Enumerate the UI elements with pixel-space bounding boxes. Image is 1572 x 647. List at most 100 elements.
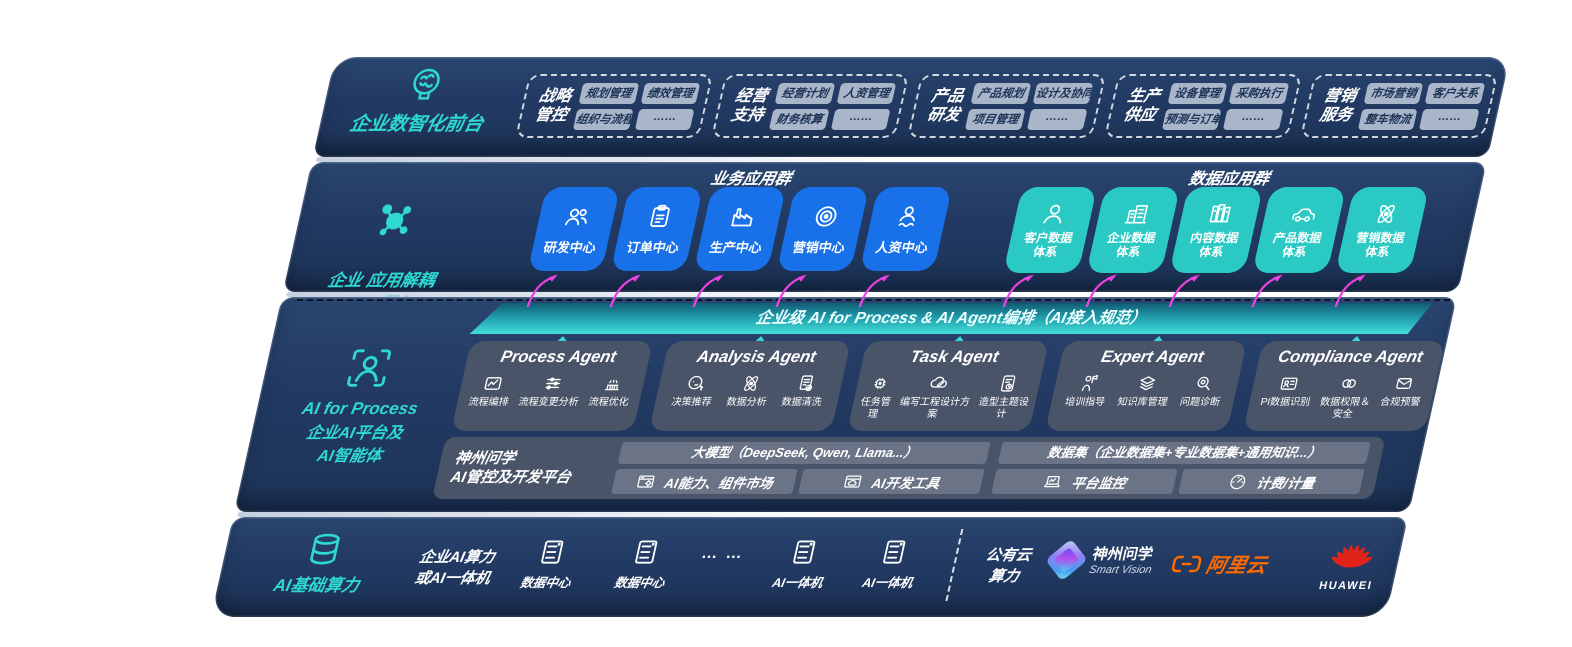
ellipsis: … … xyxy=(699,545,747,562)
dev-platform-bar: 神州问学 AI管控及开发平台 大模型（DeepSeek, Qwen, Llama… xyxy=(432,437,1386,499)
expert-agent-card: Expert Agent 培训指导 知识库管理 问题诊断 xyxy=(1045,341,1248,431)
dataset-group: 数据集（企业数据集+专业数据集+通用知识...） 平台监控 计费/计量 xyxy=(991,442,1371,494)
ai-devtools-cell: AI开发工具 xyxy=(798,469,985,494)
app-label: 人资中心 xyxy=(874,239,930,255)
pill: …… xyxy=(830,108,891,130)
group-category: 经营 支持 xyxy=(729,87,770,124)
group-category: 营销 服务 xyxy=(1317,87,1358,124)
pill: 项目管理 xyxy=(965,108,1026,130)
front-office-title: 企业数智化前台 xyxy=(347,114,486,135)
alicloud-bracket-icon xyxy=(1171,555,1202,572)
app-label: 营销中心 xyxy=(791,239,847,255)
datacenter-node: 数据中心 xyxy=(505,537,595,591)
server-icon xyxy=(540,540,564,564)
mail-alert-icon xyxy=(1396,378,1413,389)
slab-edge xyxy=(237,512,999,517)
group-strategy: 战略 管控 规划管理 绩效管理 组织与流程 …… xyxy=(515,74,714,138)
platform-monitor-cell: 平台监控 xyxy=(991,469,1178,494)
app-label: 产品数据 体系 xyxy=(1271,230,1324,259)
flow-orchestration-icon xyxy=(483,377,502,390)
diagnose-icon xyxy=(1195,376,1213,391)
pill: 设备管理 xyxy=(1167,82,1228,104)
business-apps-row: 研发中心 订单中心 生产中心 营销中心 xyxy=(526,187,953,309)
huawei-logo: HUAWEI xyxy=(1302,533,1399,592)
data-group-title: 数据应用群 xyxy=(1186,171,1271,188)
group-product: 产品 研发 产品规划 设计及协同 项目管理 …… xyxy=(907,74,1106,138)
pill: 财务核算 xyxy=(769,108,830,130)
pill: …… xyxy=(1223,108,1284,130)
server-icon xyxy=(792,540,816,564)
datacenter-node: 数据中心 xyxy=(599,537,689,591)
group-category: 产品 研发 xyxy=(925,87,966,124)
huawei-flower-icon xyxy=(1331,544,1373,568)
skewed-panel: 企业数智化前台 战略 管控 规划管理 绩效管理 组织与流程 …… 经营 支持 经… xyxy=(210,57,1510,617)
server-icon xyxy=(634,540,658,564)
app-marketing-center: 营销中心 xyxy=(775,187,870,309)
pill: 绩效管理 xyxy=(640,82,701,104)
app-order-center: 订单中心 xyxy=(609,187,704,309)
agent-title: Expert Agent xyxy=(1099,348,1206,366)
ai-for-process-label-block: AI for Process 企业AI平台及 AI智能体 xyxy=(262,345,459,468)
atom-icon xyxy=(741,374,761,393)
pill: 人资管理 xyxy=(836,82,897,104)
pill: 采购执行 xyxy=(1228,82,1290,104)
person-icon xyxy=(1042,204,1065,224)
front-office-label-block: 企业数智化前台 xyxy=(331,65,512,136)
window-gear-icon xyxy=(637,475,655,488)
ai-for-process-title: AI for Process xyxy=(300,399,420,418)
decouple-strip: 企业 应用解耦 & AI 侵入 业务应用群 研发中心 订单中心 生产中心 xyxy=(282,162,1487,313)
agent-title: Task Agent xyxy=(908,348,1001,366)
app-marketing-data: 营销数据 体系 xyxy=(1334,187,1430,309)
platform-label: 神州问学 AI管控及开发平台 xyxy=(448,449,573,487)
brain-head-icon xyxy=(409,68,442,100)
pill: …… xyxy=(634,108,695,130)
app-content-data: 内容数据 体系 xyxy=(1168,187,1264,309)
pill: …… xyxy=(1419,108,1480,130)
shenzhou-name: 神州问学 xyxy=(1090,546,1155,563)
infrastructure-strip: AI基础算力 企业AI算力 或AI一体机 数据中心 数据中心 … … AI一体机… xyxy=(210,517,1409,617)
capability: 造型主题设计 xyxy=(971,373,1039,420)
clipboard-icon xyxy=(649,204,671,227)
pill: 整车物流 xyxy=(1357,108,1419,130)
id-card-icon xyxy=(1280,377,1299,390)
app-label: 客户数据 体系 xyxy=(1022,230,1075,259)
ai-platform-subtitle: 企业AI平台及 AI智能体 xyxy=(304,424,405,465)
design-board-icon xyxy=(1000,375,1016,392)
pill: 设计及协同 xyxy=(1032,82,1093,104)
group-supply: 生产 供应 设备管理 采购执行 预测与订单 …… xyxy=(1103,74,1303,138)
data-apps-row: 客户数据 体系 企业数据 体系 内容数据 体系 产品数据 体系 xyxy=(1002,187,1430,309)
factory-icon xyxy=(730,207,755,226)
dashed-divider xyxy=(945,529,964,601)
group-category: 战略 管控 xyxy=(533,87,574,124)
shenzhou-diamond-icon xyxy=(1045,538,1088,581)
group-category: 生产 供应 xyxy=(1121,87,1162,124)
books-icon xyxy=(1209,203,1231,223)
sliders-icon xyxy=(544,377,561,390)
app-customer-data: 客户数据 体系 xyxy=(1002,187,1098,309)
shenzhou-wenxue-logo: 神州问学 Smart Vision xyxy=(1045,538,1157,581)
cloud-pen-icon xyxy=(929,376,949,388)
app-label: 内容数据 体系 xyxy=(1188,230,1241,259)
agent-title: Analysis Agent xyxy=(695,348,818,366)
capability: 问题诊断 xyxy=(1179,373,1227,409)
app-hr-center: 人资中心 xyxy=(858,187,953,309)
task-agent-card: Task Agent 任务管理 编写工程设计方案 造型主题设计 xyxy=(847,341,1050,431)
billing-cell: 计费/计量 xyxy=(1178,469,1365,494)
layers-icon xyxy=(1138,376,1156,391)
capability: 数据清洗 xyxy=(780,373,828,409)
app-rd-center: 研发中心 xyxy=(526,187,621,309)
pill: …… xyxy=(1026,108,1088,130)
huawei-name: HUAWEI xyxy=(1317,580,1374,592)
capability: 培训指导 xyxy=(1064,373,1112,409)
laptop-chart-icon xyxy=(1044,475,1062,487)
process-agent-card: Process Agent 流程编排 流程变更分析 流程优化 xyxy=(451,341,654,431)
capability: PI数据识别 xyxy=(1259,373,1316,409)
server-icon xyxy=(882,540,906,564)
public-cloud-label: 公有云 算力 xyxy=(984,547,1033,585)
infra-title: AI基础算力 xyxy=(271,576,361,595)
app-production-center: 生产中心 xyxy=(692,187,787,309)
shenzhou-subtitle: Smart Vision xyxy=(1087,564,1153,576)
building-icon xyxy=(1124,204,1150,224)
app-label: 生产中心 xyxy=(708,239,764,255)
